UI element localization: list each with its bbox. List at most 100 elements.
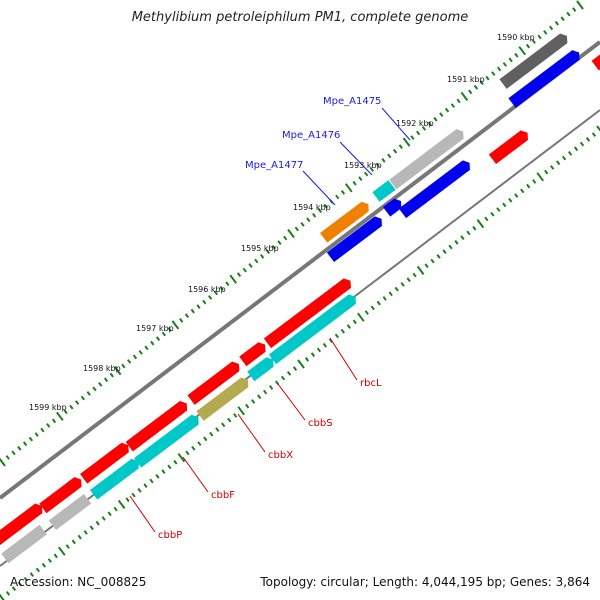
gene-olive-cbbX[interactable] [196, 375, 251, 421]
outer-tick-minor [398, 144, 403, 149]
inner-tick-minor [370, 305, 375, 311]
outer-tick-minor [202, 299, 207, 305]
outer-tick-minor [439, 112, 444, 117]
outer-tick-minor [121, 363, 126, 369]
gene-red-4[interactable] [125, 399, 191, 452]
inner-tick-minor [430, 258, 435, 264]
inner-tick-minor [550, 165, 555, 170]
label-cbbF[interactable]: cbbF [211, 490, 235, 501]
inner-tick-minor [352, 319, 357, 325]
reverse-gene-track [1, 48, 582, 564]
gene-cyan-cbbS[interactable] [247, 355, 277, 382]
tick-label-1594: 1594 kbp [293, 203, 331, 212]
outer-tick-minor [242, 267, 247, 273]
gene-blue-4[interactable] [326, 214, 385, 263]
label-Mpe_A1475[interactable]: Mpe_A1475 [323, 96, 381, 107]
outer-tick-minor [450, 103, 455, 108]
inner-tick-minor [23, 576, 29, 582]
label-Mpe_A1476[interactable]: Mpe_A1476 [282, 130, 340, 141]
outer-tick-minor [294, 226, 299, 232]
gene-gray-2[interactable] [48, 493, 92, 531]
tick-label-1592: 1592 kbp [396, 119, 434, 128]
gene-red-3[interactable] [187, 359, 242, 405]
outer-tick-minor [11, 450, 16, 456]
inner-tick-minor [77, 534, 82, 540]
gene-red-7[interactable] [0, 501, 46, 547]
outer-tick-major [402, 137, 411, 147]
outer-tick-minor [161, 331, 166, 337]
inner-tick-minor [95, 520, 100, 526]
inner-tick-minor [143, 483, 148, 488]
inner-tick-minor [376, 300, 381, 306]
inner-tick-major [356, 312, 365, 322]
inner-tick-minor [520, 188, 525, 194]
gene-red-5[interactable] [80, 440, 132, 484]
gene-dark-gray[interactable] [499, 31, 570, 89]
gene-red-lone[interactable] [488, 128, 531, 165]
outer-tick-minor [265, 249, 271, 255]
inner-tick-major [536, 172, 545, 182]
outer-tick-minor [427, 121, 432, 127]
label-Mpe_A1477[interactable]: Mpe_A1477 [245, 160, 303, 171]
inner-tick-minor [561, 155, 567, 161]
gene-orange[interactable] [320, 199, 372, 243]
gene-cyan-rbcL[interactable] [268, 292, 359, 365]
outer-tick-minor [560, 16, 565, 22]
gene-cyan[interactable] [372, 180, 396, 202]
outer-tick-minor [80, 395, 86, 401]
inner-tick-minor [310, 352, 316, 358]
inner-tick-minor [197, 441, 202, 446]
inner-tick-minor [508, 197, 513, 203]
inner-tick-major [117, 499, 126, 509]
inner-tick-major [57, 546, 66, 556]
outer-tick-minor [51, 418, 57, 424]
inner-tick-minor [490, 211, 495, 217]
gene-blue-2[interactable] [398, 158, 473, 219]
gene-red-edge[interactable] [591, 53, 600, 71]
label-rbcL[interactable]: rbcL [360, 378, 382, 389]
outer-tick-minor [5, 455, 10, 460]
outer-tick-minor [352, 180, 357, 186]
outer-tick-minor [479, 80, 484, 86]
outer-tick-minor [86, 391, 91, 396]
inner-tick-major [237, 406, 245, 416]
gene-blue-3[interactable] [383, 196, 405, 217]
inner-tick-minor [29, 572, 35, 577]
gene-red-1[interactable] [263, 276, 354, 349]
gene-cyan-cbbF[interactable] [134, 412, 202, 468]
outer-tick-minor [92, 386, 97, 392]
outer-tick-minor [150, 340, 155, 346]
label-cbbP[interactable]: cbbP [158, 530, 182, 541]
gene-red-2[interactable] [239, 340, 269, 367]
outer-tick-minor [381, 158, 386, 163]
outer-tick-minor [28, 436, 34, 442]
gene-cyan-cbbP[interactable] [90, 456, 142, 500]
outer-tick-minor [63, 409, 68, 415]
inner-tick-major [0, 593, 5, 600]
tick-label-1596: 1596 kbp [188, 285, 226, 294]
gene-blue-1[interactable] [508, 48, 582, 108]
inner-tick-minor [107, 511, 112, 517]
inner-tick-minor [209, 431, 214, 437]
outer-tick-minor [144, 345, 149, 351]
inner-tick-minor [406, 277, 411, 283]
outer-tick-minor [306, 217, 311, 223]
outer-tick-minor [300, 221, 305, 227]
outer-tick-minor [196, 304, 201, 309]
outer-tick-minor [138, 350, 143, 355]
inner-tick-minor [215, 427, 220, 432]
outer-tick-minor [508, 57, 513, 63]
outer-tick-minor [225, 281, 230, 287]
inner-tick-minor [35, 567, 41, 573]
outer-tick-minor [392, 148, 398, 154]
gene-gray-3[interactable] [1, 524, 47, 564]
inner-tick-minor [286, 370, 292, 376]
gene-gray[interactable] [389, 127, 467, 190]
inner-tick-minor [262, 389, 268, 395]
outer-tick-minor [248, 263, 253, 268]
label-cbbX[interactable]: cbbX [268, 450, 293, 461]
outer-tick-minor [317, 208, 323, 213]
gene-red-6[interactable] [39, 475, 85, 514]
label-cbbS[interactable]: cbbS [308, 418, 333, 429]
inner-tick-minor [137, 487, 142, 493]
